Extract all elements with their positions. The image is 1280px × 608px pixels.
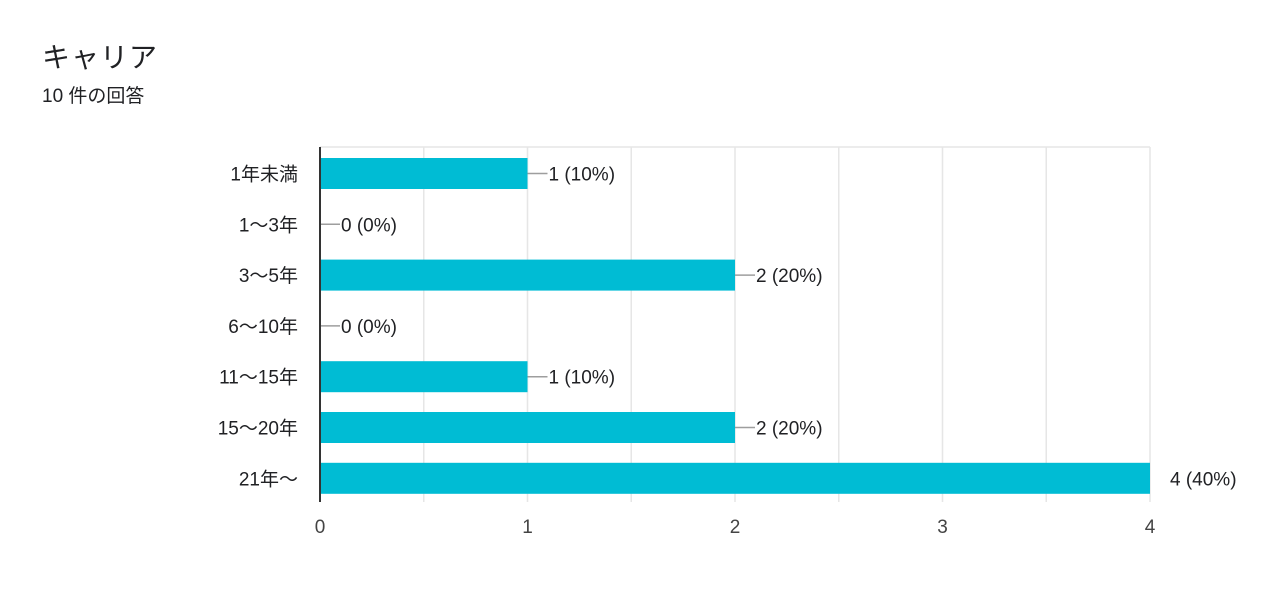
x-tick-label: 0 xyxy=(315,517,326,538)
chart-header: キャリア 10 件の回答 xyxy=(42,38,158,110)
category-label: 3〜5年 xyxy=(239,265,298,287)
data-label: 2 (20%) xyxy=(756,419,823,440)
bar xyxy=(320,361,528,393)
category-label: 11〜15年 xyxy=(219,367,298,389)
category-label: 1年未満 xyxy=(230,164,298,186)
response-count: 10 件の回答 xyxy=(42,86,145,107)
category-label: 15〜20年 xyxy=(218,418,298,440)
x-tick-label: 3 xyxy=(937,517,948,538)
bar xyxy=(320,259,735,291)
chart-title: キャリア xyxy=(42,42,159,73)
data-label: 0 (0%) xyxy=(341,215,397,236)
data-label: 2 (20%) xyxy=(756,266,823,287)
x-tick-label: 1 xyxy=(522,517,533,538)
data-label: 1 (10%) xyxy=(549,165,616,186)
data-label: 0 (0%) xyxy=(341,317,397,338)
x-tick-label: 4 xyxy=(1145,517,1156,538)
bar xyxy=(320,158,528,189)
data-label: 1 (10%) xyxy=(549,368,616,389)
x-tick-label: 2 xyxy=(730,517,741,538)
bar xyxy=(320,462,1150,494)
bar xyxy=(320,412,735,443)
category-label: 6〜10年 xyxy=(228,316,298,338)
category-label: 21年〜 xyxy=(239,468,298,490)
category-label: 1〜3年 xyxy=(239,214,298,236)
data-label: 4 (40%) xyxy=(1170,469,1237,490)
